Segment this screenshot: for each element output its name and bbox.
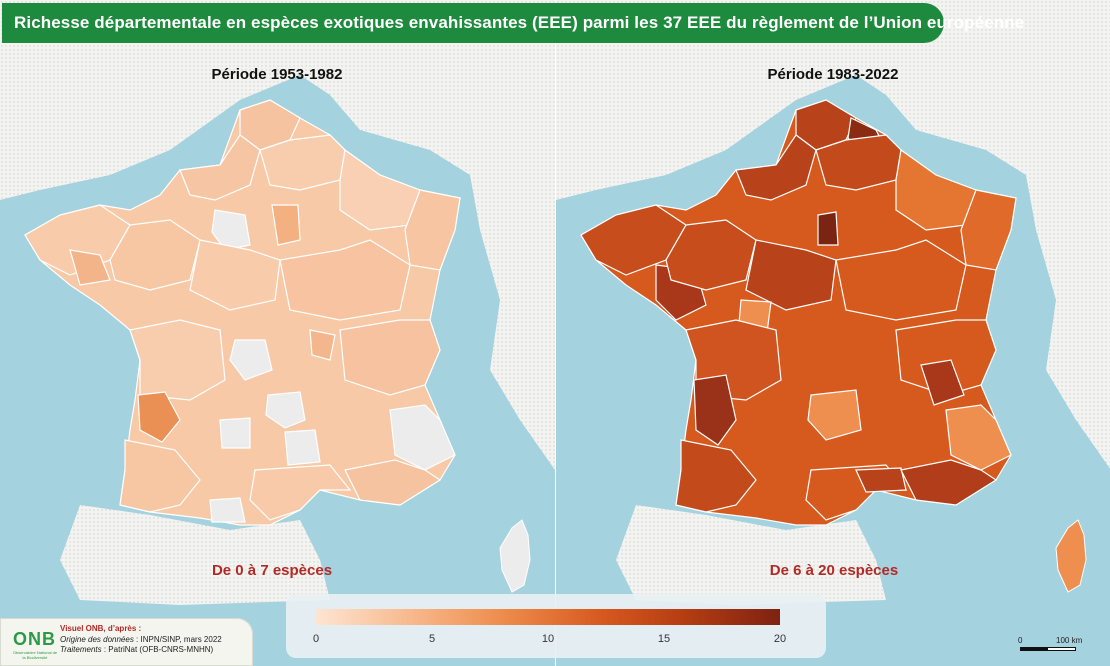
credit-lines: Visuel ONB, d’après : Origine des donnée…	[60, 624, 222, 656]
spain-land	[60, 505, 330, 605]
corsica	[1055, 519, 1087, 593]
color-legend: 0 5 10 15 20	[286, 594, 826, 658]
department-tile	[895, 319, 997, 396]
department-tile	[960, 189, 1017, 271]
scale-label-zero: 0	[1018, 636, 1023, 645]
scale-label-distance: 100 km	[1056, 636, 1083, 645]
department-tile	[920, 359, 965, 406]
department-tile	[309, 329, 336, 361]
department-tile	[735, 134, 817, 201]
credit-line: Visuel ONB, d’après :	[60, 624, 142, 633]
credit-line: Origine des données : INPN/SINP, mars 20…	[60, 635, 222, 646]
legend-tick: 5	[428, 633, 436, 645]
department-tile	[665, 219, 757, 291]
legend-tick: 20	[773, 633, 787, 645]
department-tile	[745, 239, 837, 311]
credit-value: : INPN/SINP, mars 2022	[133, 634, 222, 644]
department-tile	[339, 148, 421, 231]
department-tile	[69, 249, 111, 286]
map-1953-1982	[0, 0, 555, 605]
department-tile	[945, 404, 1012, 471]
department-tile	[389, 404, 456, 471]
department-tile	[835, 239, 967, 321]
france-departments	[580, 99, 1017, 526]
department-tile	[855, 467, 907, 493]
department-tile	[895, 148, 977, 231]
scale-bar: 0 100 km	[1018, 636, 1098, 660]
onb-logo-subtitle: Observatoire National de la Biodiversité	[12, 650, 58, 660]
legend-gradient-bar	[316, 609, 780, 625]
department-tile	[229, 339, 273, 381]
neighbour-countries	[556, 0, 1110, 469]
spain-land	[616, 505, 886, 605]
department-tile	[900, 459, 998, 506]
credit-line: Traitements : PatriNat (OFB-CNRS-MNHN)	[60, 645, 222, 656]
map-panel-1953-1982: Période 1953-1982 De 0 à 7 espèces	[0, 0, 555, 605]
page-title: Richesse départementale en espèces exoti…	[14, 13, 1025, 32]
neighbour-countries	[0, 0, 555, 470]
title-banner: Richesse départementale en espèces exoti…	[2, 3, 1024, 43]
period-title-right: Période 1983-2022	[767, 66, 899, 83]
credit-label: Traitements	[60, 645, 102, 654]
corsica	[499, 519, 531, 593]
department-tile	[344, 459, 442, 506]
legend-tick: 15	[657, 633, 671, 645]
period-title-left: Période 1953-1982	[211, 66, 343, 83]
onb-logo: ONB Observatoire National de la Biodiver…	[5, 623, 57, 663]
department-tile	[279, 239, 411, 321]
department-tile	[817, 211, 839, 246]
department-tile	[339, 319, 441, 396]
map-panel-1983-2022: Période 1983-2022 De 6 à 20 espèces	[555, 0, 1110, 666]
department-tile	[109, 219, 201, 291]
range-label-left: De 0 à 7 espèces	[211, 562, 333, 579]
department-tile	[284, 429, 321, 466]
france-departments	[24, 99, 461, 526]
onb-logo-text: ONB	[13, 629, 56, 649]
department-tile	[675, 439, 757, 513]
department-tile	[693, 374, 737, 446]
department-tile	[209, 497, 246, 523]
department-tile	[271, 204, 301, 246]
department-tile	[249, 464, 352, 521]
scale-line-segment	[1048, 648, 1075, 650]
legend-tick: 10	[541, 633, 555, 645]
credits-box: ONB Observatoire National de la Biodiver…	[0, 618, 253, 666]
range-label-right: De 6 à 20 espèces	[769, 562, 899, 579]
scale-line	[1020, 647, 1076, 651]
department-tile	[219, 417, 251, 449]
credit-label: Origine des données	[60, 634, 134, 644]
credit-value: : PatriNat (OFB-CNRS-MNHN)	[101, 645, 214, 654]
department-tile	[129, 319, 226, 401]
department-tile	[137, 391, 181, 443]
legend-tick: 0	[312, 633, 320, 645]
department-tile	[404, 189, 461, 271]
department-tile	[189, 239, 281, 311]
map-1983-2022	[556, 0, 1110, 605]
department-tile	[119, 439, 201, 513]
department-tile	[807, 389, 862, 441]
department-tile	[179, 134, 261, 201]
department-tile	[265, 391, 306, 429]
